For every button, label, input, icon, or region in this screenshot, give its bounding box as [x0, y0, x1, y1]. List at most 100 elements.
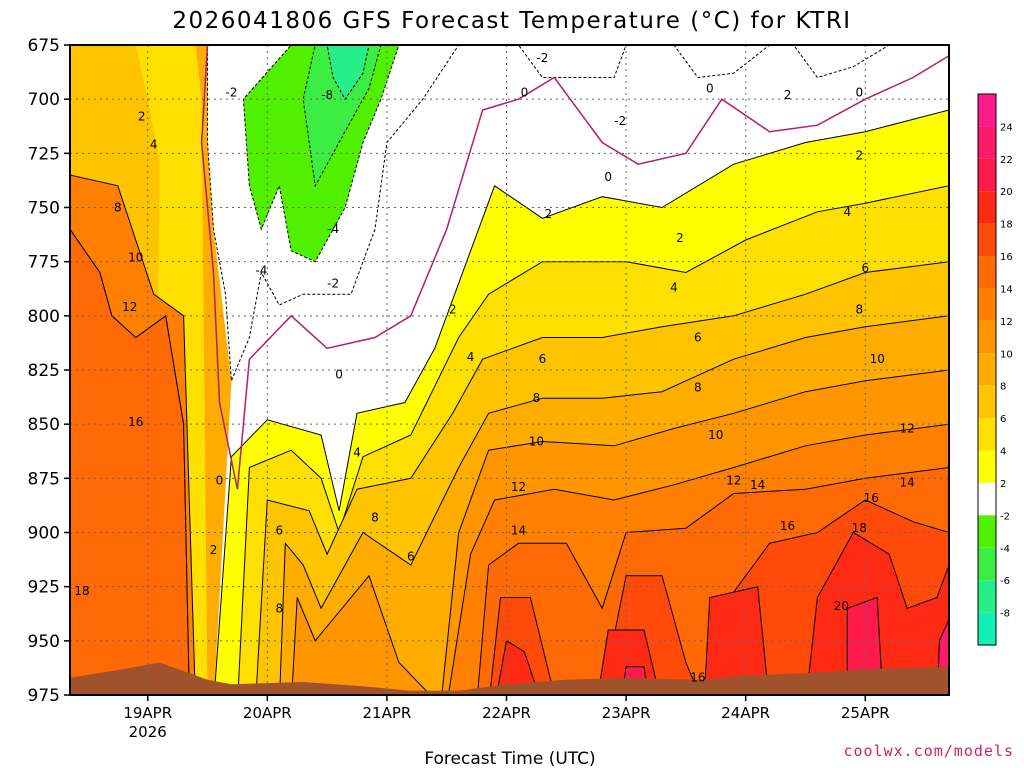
contour-label-27: 2	[545, 207, 553, 221]
contour-label-12: 0	[335, 367, 343, 381]
contour-label-29: -2	[536, 51, 548, 65]
contour-label-3: 10	[128, 250, 143, 264]
x-tick-label-23APR: 23APR	[602, 704, 651, 722]
colorbar-swatch-0	[978, 94, 996, 127]
contour-label-36: 10	[708, 428, 723, 442]
contour-label-7: -2	[225, 86, 237, 100]
contour-label-19: 4	[353, 445, 361, 459]
colorbar-swatch-9	[978, 385, 996, 419]
colorbar-swatch-6	[978, 288, 996, 321]
contour-label-9: -4	[255, 263, 267, 277]
temp-band-18	[326, 45, 370, 101]
contour-label-37: 12	[726, 474, 741, 488]
temp-band-12	[496, 531, 949, 695]
colorbar-swatch-13	[978, 515, 996, 548]
y-tick-label-975: 975	[28, 686, 60, 706]
contour-label-6: 18	[74, 584, 89, 598]
colorbar-swatch-14	[978, 547, 996, 581]
contour-label-50: 14	[900, 476, 915, 490]
contour-label-21: 4	[467, 350, 475, 364]
contour-label-52: 18	[852, 521, 867, 535]
y-tick-label-700: 700	[28, 90, 60, 110]
contour-label-20: 2	[449, 302, 457, 316]
colorbar-label-3: 18	[1000, 220, 1013, 231]
y-tick-label-725: 725	[28, 144, 60, 164]
contour-label-41: 0	[706, 81, 714, 95]
y-tick-label-925: 925	[28, 578, 60, 598]
contour-label-43: 0	[855, 86, 863, 100]
contour-label-40: 16	[690, 671, 705, 685]
contour-label-17: 8	[371, 510, 379, 524]
y-tick-label-675: 675	[28, 36, 60, 56]
contour-label-15: 6	[275, 523, 283, 537]
colorbar-swatch-15	[978, 580, 996, 613]
contour-label-11: -2	[327, 276, 339, 290]
colorbar-label-4: 16	[1000, 252, 1013, 263]
contour-label-30: -2	[614, 114, 626, 128]
contour-label-51: 16	[864, 491, 879, 505]
colorbar-swatch-7	[978, 320, 996, 354]
colorbar-label-7: 10	[1000, 349, 1013, 360]
temp-band-3	[70, 174, 196, 695]
colorbar-swatch-12	[978, 482, 996, 516]
x-tick-label-24APR: 24APR	[721, 704, 770, 722]
contour-label-34: 6	[694, 331, 702, 345]
contour-label-8: -8	[321, 88, 333, 102]
x-tick-label-25APR: 25APR	[841, 704, 890, 722]
x-tick-label-22APR: 22APR	[482, 704, 531, 722]
contour-label-13: 0	[216, 474, 224, 488]
colorbar-label-8: 8	[1000, 382, 1006, 393]
contour-label-38: 14	[750, 478, 765, 492]
x-tick-label-21APR: 21APR	[363, 704, 412, 722]
colorbar-label-11: 2	[1000, 479, 1006, 490]
colorbar-swatch-11	[978, 450, 996, 483]
y-tick-label-775: 775	[28, 253, 60, 273]
temp-band-19	[517, 45, 627, 78]
colorbar-label-2: 20	[1000, 187, 1013, 198]
x-tick-label-20APR: 20APR	[243, 704, 292, 722]
y-tick-label-825: 825	[28, 361, 60, 381]
colorbar-swatch-10	[978, 418, 996, 451]
contour-label-10: -4	[327, 222, 339, 236]
y-tick-label-800: 800	[28, 307, 60, 327]
colorbar-label-9: 6	[1000, 414, 1006, 425]
contour-label-33: 4	[670, 281, 678, 295]
colorbar-label-6: 12	[1000, 317, 1013, 328]
y-tick-label-900: 900	[28, 524, 60, 544]
colorbar-swatch-2	[978, 158, 996, 192]
contour-label-42: 2	[784, 88, 792, 102]
contour-label-2: 8	[114, 201, 122, 215]
contour-label-53: 20	[834, 599, 849, 613]
colorbar-swatch-3	[978, 191, 996, 224]
contour-label-4: 12	[122, 300, 137, 314]
zero-contour-line	[200, 45, 949, 490]
contour-label-46: 6	[861, 261, 869, 275]
colorbar-label-0: 24	[1000, 122, 1013, 133]
contour-label-48: 10	[870, 352, 885, 366]
x-axis-label: Forecast Time (UTC)	[424, 749, 595, 768]
y-tick-label-850: 850	[28, 415, 60, 435]
contour-label-23: 8	[533, 391, 541, 405]
contour-label-45: 4	[844, 205, 852, 219]
contour-label-28: 0	[521, 86, 529, 100]
contour-label-5: 16	[128, 415, 143, 429]
grid-lines	[70, 45, 949, 695]
contour-label-26: 14	[511, 523, 526, 537]
ground-terrain	[70, 662, 949, 695]
temp-band-21	[792, 45, 891, 79]
contour-label-18: 6	[407, 549, 415, 563]
contour-label-47: 8	[855, 302, 863, 316]
colorbar-label-12: -2	[1000, 511, 1010, 522]
contour-label-35: 8	[694, 380, 702, 394]
colorbar-swatch-5	[978, 256, 996, 289]
colorbar: 24 22 20 18 16 14 12 10 8 6 4 2 -2 -4 -6 -8	[977, 93, 1013, 646]
colorbar-label-14: -6	[1000, 576, 1010, 587]
colorbar-label-13: -4	[1000, 544, 1010, 555]
colorbar-swatch-4	[978, 223, 996, 257]
y-axis: 675 700 725 750 775 800 825 850 875 900 925 950 975	[28, 36, 70, 706]
credit-text: coolwx.com/models	[843, 742, 1014, 760]
colorbar-swatch-1	[978, 126, 996, 159]
contour-label-22: 6	[539, 352, 547, 366]
